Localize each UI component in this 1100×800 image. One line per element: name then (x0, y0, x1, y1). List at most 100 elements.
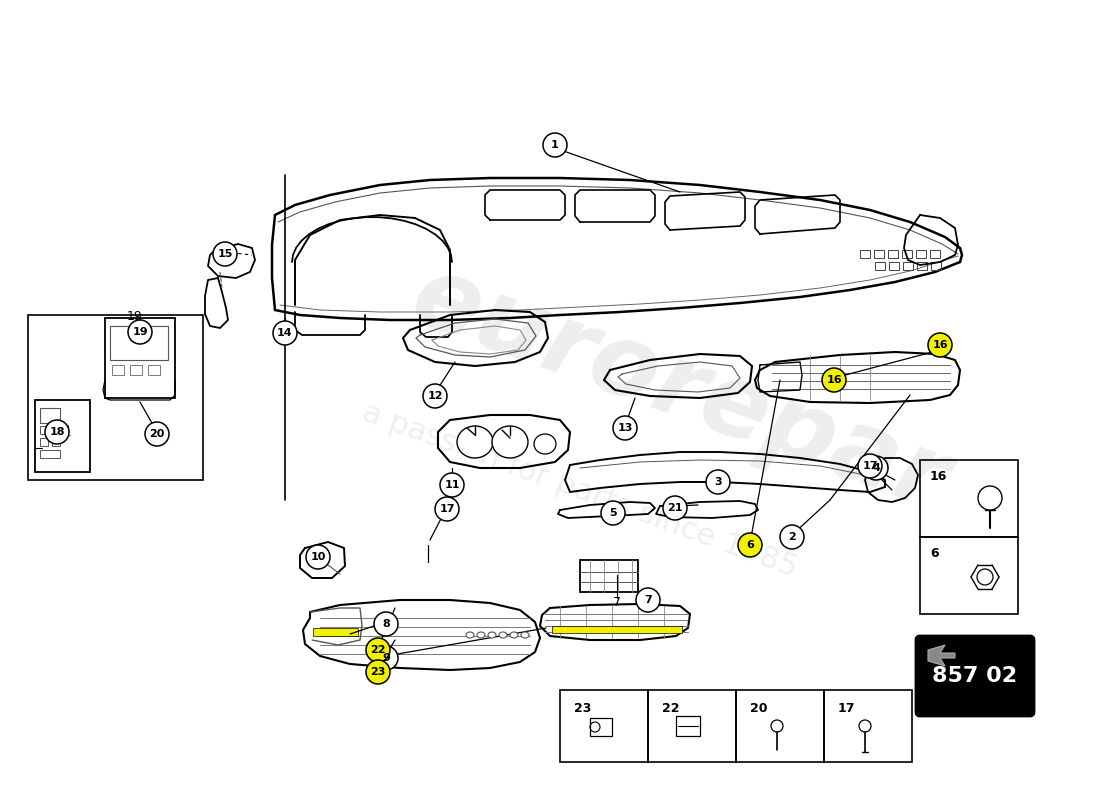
Bar (110, 326, 168, 360)
Text: 6: 6 (930, 547, 938, 560)
Circle shape (145, 422, 169, 446)
Bar (920, 460, 1018, 537)
Bar (28, 315, 204, 480)
Text: 17: 17 (862, 461, 878, 471)
Bar (104, 318, 175, 398)
Bar (931, 262, 940, 270)
Text: 4: 4 (872, 463, 880, 473)
Text: 20: 20 (150, 429, 165, 439)
Circle shape (822, 368, 846, 392)
Bar (903, 262, 913, 270)
Bar (648, 690, 736, 762)
Ellipse shape (456, 426, 493, 458)
Text: 17: 17 (838, 702, 856, 715)
Text: 18: 18 (50, 427, 65, 437)
Polygon shape (928, 645, 955, 666)
Text: eurorepar: eurorepar (399, 248, 961, 532)
Circle shape (128, 320, 152, 344)
Ellipse shape (534, 434, 556, 454)
Bar (52, 426, 60, 434)
Circle shape (977, 569, 993, 585)
Ellipse shape (510, 632, 518, 638)
Bar (580, 560, 638, 592)
Text: 23: 23 (574, 702, 592, 715)
Bar (889, 262, 899, 270)
Text: 11: 11 (444, 480, 460, 490)
Text: 22: 22 (371, 645, 386, 655)
Circle shape (374, 612, 398, 636)
Text: 10: 10 (310, 552, 326, 562)
Circle shape (273, 321, 297, 345)
Text: 16: 16 (930, 470, 947, 483)
Text: 6: 6 (746, 540, 754, 550)
Text: 16: 16 (826, 375, 842, 385)
Bar (40, 426, 48, 434)
Circle shape (306, 545, 330, 569)
Circle shape (543, 133, 566, 157)
Text: 1: 1 (551, 140, 559, 150)
Circle shape (45, 420, 69, 444)
Circle shape (601, 501, 625, 525)
Circle shape (366, 660, 390, 684)
Circle shape (366, 638, 390, 662)
Text: 16: 16 (932, 340, 948, 350)
Text: 9: 9 (382, 653, 389, 663)
Ellipse shape (771, 720, 783, 732)
Text: 22: 22 (662, 702, 680, 715)
Ellipse shape (492, 426, 528, 458)
Ellipse shape (521, 632, 529, 638)
Text: 23: 23 (371, 667, 386, 677)
Bar (874, 262, 886, 270)
Circle shape (858, 454, 882, 478)
Bar (40, 438, 48, 446)
Text: 2: 2 (788, 532, 796, 542)
Circle shape (424, 384, 447, 408)
Circle shape (613, 416, 637, 440)
Ellipse shape (488, 632, 496, 638)
Ellipse shape (477, 632, 485, 638)
Circle shape (434, 497, 459, 521)
Circle shape (706, 470, 730, 494)
FancyBboxPatch shape (916, 636, 1034, 716)
Bar (676, 716, 700, 736)
Bar (552, 626, 682, 633)
Ellipse shape (466, 632, 474, 638)
Bar (824, 690, 912, 762)
Bar (590, 718, 612, 736)
Circle shape (928, 333, 952, 357)
Text: 7: 7 (613, 595, 621, 609)
Text: a passion for parts since 1985: a passion for parts since 1985 (359, 398, 802, 582)
Bar (112, 365, 124, 375)
Bar (130, 365, 142, 375)
Text: 14: 14 (277, 328, 293, 338)
Circle shape (978, 486, 1002, 510)
Circle shape (213, 242, 236, 266)
Text: 12: 12 (427, 391, 442, 401)
Circle shape (374, 646, 398, 670)
Bar (52, 438, 60, 446)
Circle shape (663, 496, 688, 520)
Bar (888, 250, 898, 258)
Circle shape (780, 525, 804, 549)
Ellipse shape (859, 720, 871, 732)
Text: 8: 8 (382, 619, 389, 629)
Bar (930, 250, 940, 258)
Bar (314, 628, 358, 636)
Bar (874, 250, 884, 258)
Text: 13: 13 (617, 423, 632, 433)
Bar (35, 400, 90, 472)
Text: 7: 7 (645, 595, 652, 605)
Bar (148, 365, 159, 375)
Bar (917, 262, 927, 270)
Text: 20: 20 (750, 702, 768, 715)
Text: 5: 5 (609, 508, 617, 518)
Bar (560, 690, 648, 762)
Text: 15: 15 (218, 249, 233, 259)
Ellipse shape (499, 632, 507, 638)
Circle shape (636, 588, 660, 612)
Text: 17: 17 (439, 504, 454, 514)
Bar (40, 450, 60, 458)
Text: 18: 18 (57, 425, 72, 435)
Bar (40, 408, 60, 423)
Circle shape (864, 456, 888, 480)
